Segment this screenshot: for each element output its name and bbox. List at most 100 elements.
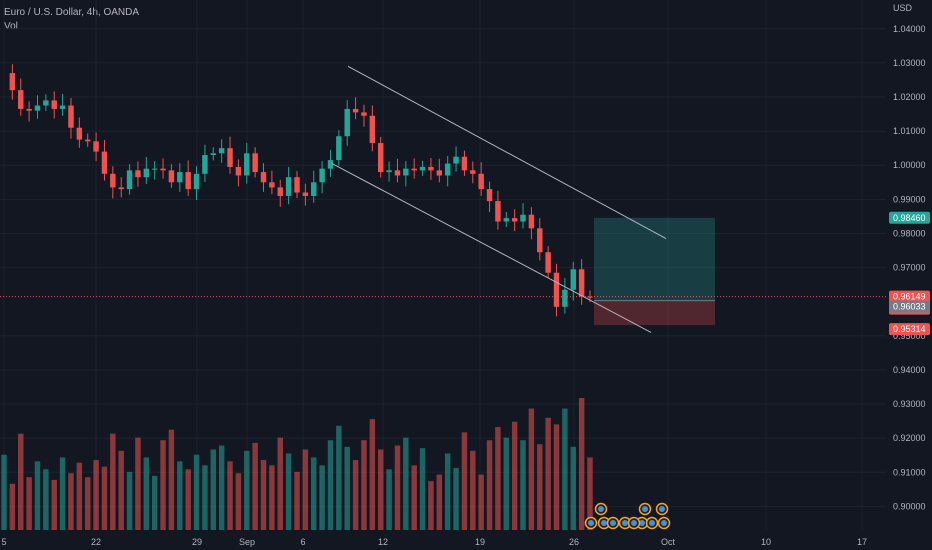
time-tick-label: 10 [761,537,771,547]
candle-body [302,192,309,196]
time-axis[interactable]: 5 22 29 Sep 6 12 19 26 Oct 10 17 [1,537,867,547]
candle-body [260,172,267,183]
candle-body [43,100,49,106]
volume-bar [461,432,468,530]
volume-bar [419,448,426,530]
candle-body [503,218,510,222]
volume-bar [126,471,133,530]
candle-body [168,170,175,183]
volume-bar [135,437,141,530]
price-tick-label: 0.98000 [893,228,926,238]
volume-bar [511,421,518,530]
candle-body [403,168,409,176]
volume-bar [361,440,367,530]
volume-bar [344,446,350,530]
candle-body [177,172,183,183]
candle-body [118,187,124,190]
event-flag-dot [631,520,637,526]
volume-bar [336,425,342,530]
volume-bar [486,440,493,530]
candle-body [336,136,342,161]
volume-bar [311,457,317,530]
volume-bar [151,475,158,530]
volume-bar [202,465,208,530]
volume-bar [369,419,376,530]
time-tick-label: Oct [661,537,676,547]
candle-body [294,177,300,193]
volume-bar [1,454,7,530]
candle-body [193,173,200,190]
candle-body [511,218,518,222]
candle-body [160,168,166,171]
volume-bar [352,460,359,530]
event-flag-dot [661,520,667,526]
volume-bar [444,453,451,530]
volume-bar [218,445,225,530]
candle-body [101,151,108,174]
volume-bar [227,461,233,530]
time-tick-label: 22 [91,537,101,547]
position-zones[interactable] [594,217,715,326]
time-tick-label: 6 [300,537,305,547]
candle-body [528,214,535,229]
candle-body [18,90,24,109]
volume-bar [193,454,200,530]
event-flag-dot [622,520,628,526]
volume-bars [1,398,593,530]
candle-body [470,170,476,174]
candle-body [51,100,57,109]
symbol-title[interactable]: Euro / U.S. Dollar, 4h, OANDA [4,7,140,18]
time-tick-label: 29 [192,537,202,547]
candle-body [244,153,250,176]
candle-body [436,170,443,176]
volume-indicator-label[interactable]: Vol [4,21,18,32]
candle-body [411,168,417,171]
price-tick-label: 0.92000 [893,433,926,443]
price-tick-label: 1.03000 [893,58,926,68]
volume-bar [269,465,275,530]
price-tick-label: 0.93000 [893,399,926,409]
profit-zone [594,217,715,301]
candle-body [26,108,32,111]
volume-bar [587,457,593,530]
volume-bar [302,449,309,530]
volume-bar [470,450,476,530]
candle-body [59,105,66,109]
volume-bar [51,479,57,530]
channel-lower-line [331,163,652,333]
price-tick-label: 0.90000 [893,501,926,511]
volume-bar [93,460,99,530]
price-axis[interactable]: USD 1.04000 1.03000 1.02000 1.01000 1.00000 0.… [893,3,926,511]
candle-body [419,166,426,171]
volume-bar [553,424,560,530]
price-tick-label: 0.91000 [893,467,926,477]
event-flag-dot [598,506,604,512]
price-badge [889,300,930,313]
time-tick-label: 12 [378,537,388,547]
candle-body [361,112,367,116]
price-tick-label: 0.94000 [893,365,926,375]
candle-body [394,170,401,176]
event-flag-dot [642,506,648,512]
candle-body [126,170,133,190]
economic-events[interactable] [584,502,671,530]
candle-body [34,105,41,111]
candle-body [235,166,242,176]
candle-body [277,187,283,196]
candle-body [386,170,392,173]
price-badge [889,323,930,336]
candle-body [553,272,560,307]
candle-body [461,156,468,171]
volume-bar [260,460,267,530]
candle-body [444,163,451,176]
candle-body [202,155,208,174]
grid [0,0,886,530]
volume-bar [210,449,217,530]
candle-body [151,168,158,170]
volume-bar [403,437,409,530]
volume-bar [428,481,434,530]
candle-body [578,269,585,297]
candle-body [110,173,116,188]
trend-channel[interactable] [331,65,667,333]
